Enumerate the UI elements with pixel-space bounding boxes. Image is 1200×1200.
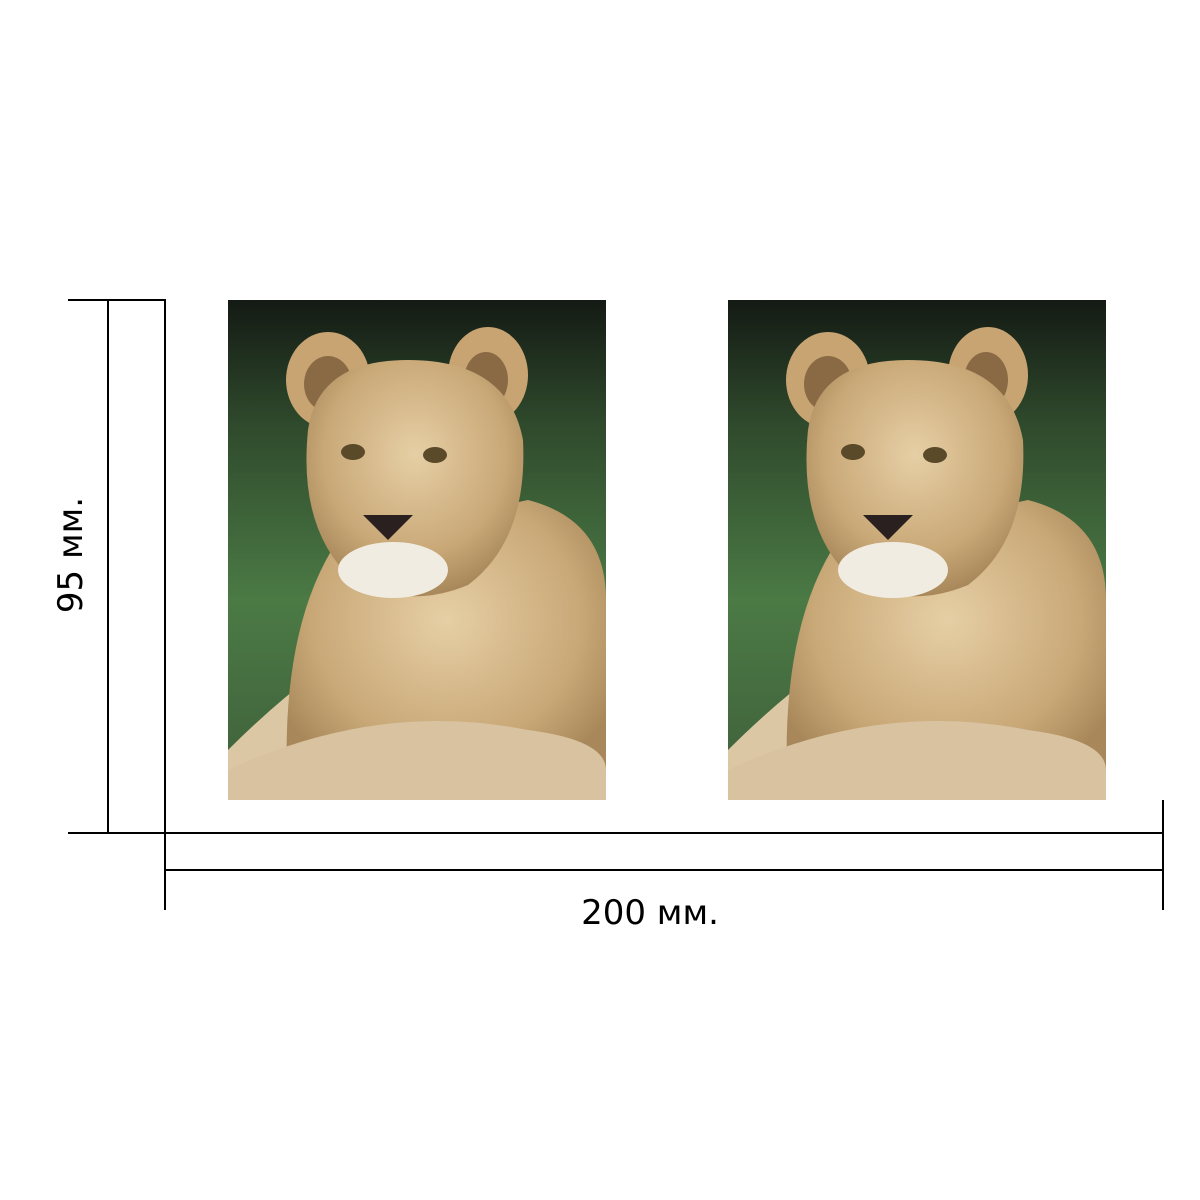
height-dimension — [68, 299, 166, 834]
product-photo — [228, 300, 606, 800]
width-dimension — [164, 800, 1164, 910]
width-label: 200 мм. — [581, 893, 719, 933]
height-label: 95 мм. — [51, 497, 91, 613]
product-photo — [728, 300, 1106, 800]
